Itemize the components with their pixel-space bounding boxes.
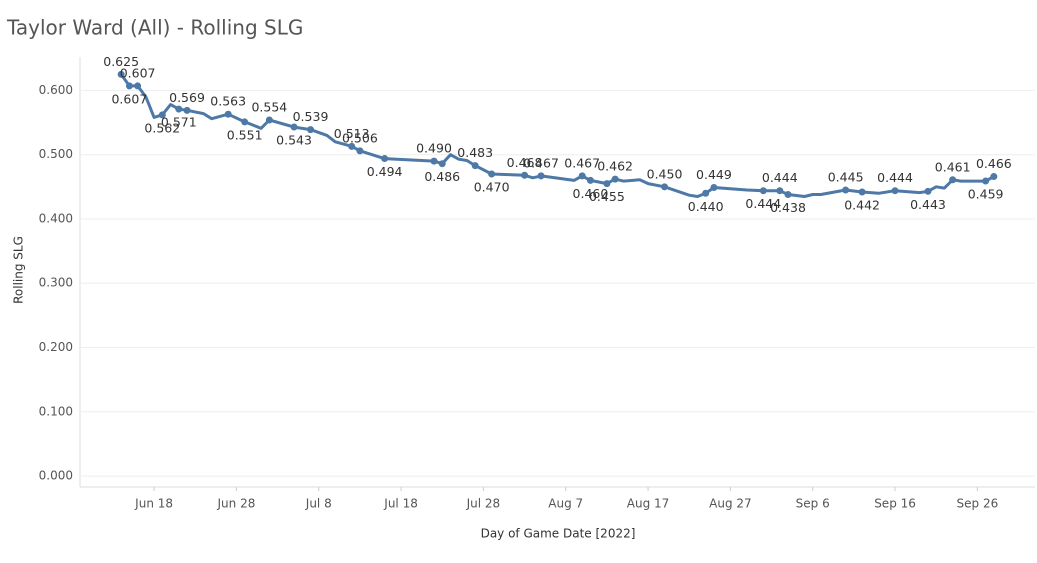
data-point [858,188,866,196]
data-label: 0.466 [976,156,1012,171]
data-point [924,187,932,195]
y-tick-label: 0.400 [39,211,73,225]
data-label: 0.460 [573,186,609,201]
data-point [134,82,142,90]
data-label: 0.554 [251,99,287,114]
data-point [759,187,767,195]
data-point [175,105,183,113]
data-label: 0.607 [120,65,156,80]
data-point [784,191,792,199]
x-tick-label: Sep 6 [796,497,830,511]
data-label: 0.444 [762,170,798,185]
x-tick-label: Jul 18 [383,497,418,511]
data-label: 0.543 [276,133,312,148]
data-point [661,183,669,191]
chart-title: Taylor Ward (All) - Rolling SLG [6,16,303,40]
data-point [241,118,249,126]
data-label: 0.455 [589,189,625,204]
data-label: 0.468 [507,155,543,170]
data-point [776,187,784,195]
data-label: 0.440 [688,199,724,214]
y-tick-label: 0.500 [39,147,73,161]
data-point [537,172,545,180]
data-point [307,126,315,134]
x-tick-label: Jun 28 [217,497,256,511]
data-label: 0.459 [968,187,1004,202]
data-point [438,160,446,168]
data-point [488,170,496,178]
x-tick-label: Aug 7 [548,497,583,511]
data-label: 0.449 [696,167,732,182]
data-point [842,186,850,194]
data-label: 0.490 [416,141,452,156]
data-label: 0.625 [103,54,139,69]
data-point [158,111,166,119]
data-label: 0.470 [474,179,510,194]
data-point [891,187,899,195]
data-point [183,106,191,114]
data-point [578,172,586,180]
x-tick-label: Jul 28 [466,497,501,511]
data-point [356,147,364,155]
data-label: 0.494 [367,164,403,179]
data-label: 0.445 [828,170,864,185]
data-point [290,123,298,131]
data-point [348,142,356,150]
data-label: 0.562 [144,120,180,135]
data-label: 0.444 [745,196,781,211]
data-label: 0.486 [424,169,460,184]
data-label: 0.467 [564,155,600,170]
data-point [381,155,389,163]
data-point [982,177,990,185]
x-tick-label: Jul 8 [305,497,332,511]
data-point [603,180,611,188]
data-point [521,171,529,179]
data-point [125,82,133,90]
data-label: 0.569 [169,90,205,105]
data-label: 0.461 [935,159,971,174]
y-axis-title: Rolling SLG [12,236,26,304]
data-label: 0.483 [457,145,493,160]
data-label: 0.607 [111,91,147,106]
x-axis-title: Day of Game Date [2022] [481,527,636,541]
data-label: 0.506 [342,130,378,145]
data-point [990,173,998,181]
y-tick-label: 0.000 [39,469,73,483]
data-point [611,175,619,183]
data-label: 0.450 [647,166,683,181]
data-label: 0.462 [597,159,633,174]
data-label: 0.571 [161,115,197,130]
data-point [117,70,125,78]
y-tick-label: 0.100 [39,404,73,418]
x-tick-label: Jun 18 [134,497,173,511]
data-point [265,116,273,124]
data-label: 0.539 [293,109,329,124]
data-label: 0.443 [910,197,946,212]
x-tick-label: Sep 16 [874,497,916,511]
data-label: 0.563 [210,94,246,109]
y-tick-label: 0.200 [39,340,73,354]
data-label: 0.551 [227,127,263,142]
data-label: 0.438 [770,200,806,215]
y-tick-label: 0.300 [39,276,73,290]
data-point [224,110,232,118]
data-point [949,176,957,184]
x-tick-label: Aug 17 [627,497,670,511]
data-point [702,189,710,197]
x-tick-label: Aug 27 [709,497,752,511]
data-label: 0.513 [334,126,370,141]
data-point [586,176,594,184]
data-point [430,157,438,165]
data-label: 0.444 [877,170,913,185]
data-label: 0.467 [523,155,559,170]
data-point [710,183,718,191]
data-point [471,162,479,170]
y-tick-label: 0.600 [39,83,73,97]
data-label: 0.442 [844,197,880,212]
x-tick-label: Sep 26 [957,497,999,511]
